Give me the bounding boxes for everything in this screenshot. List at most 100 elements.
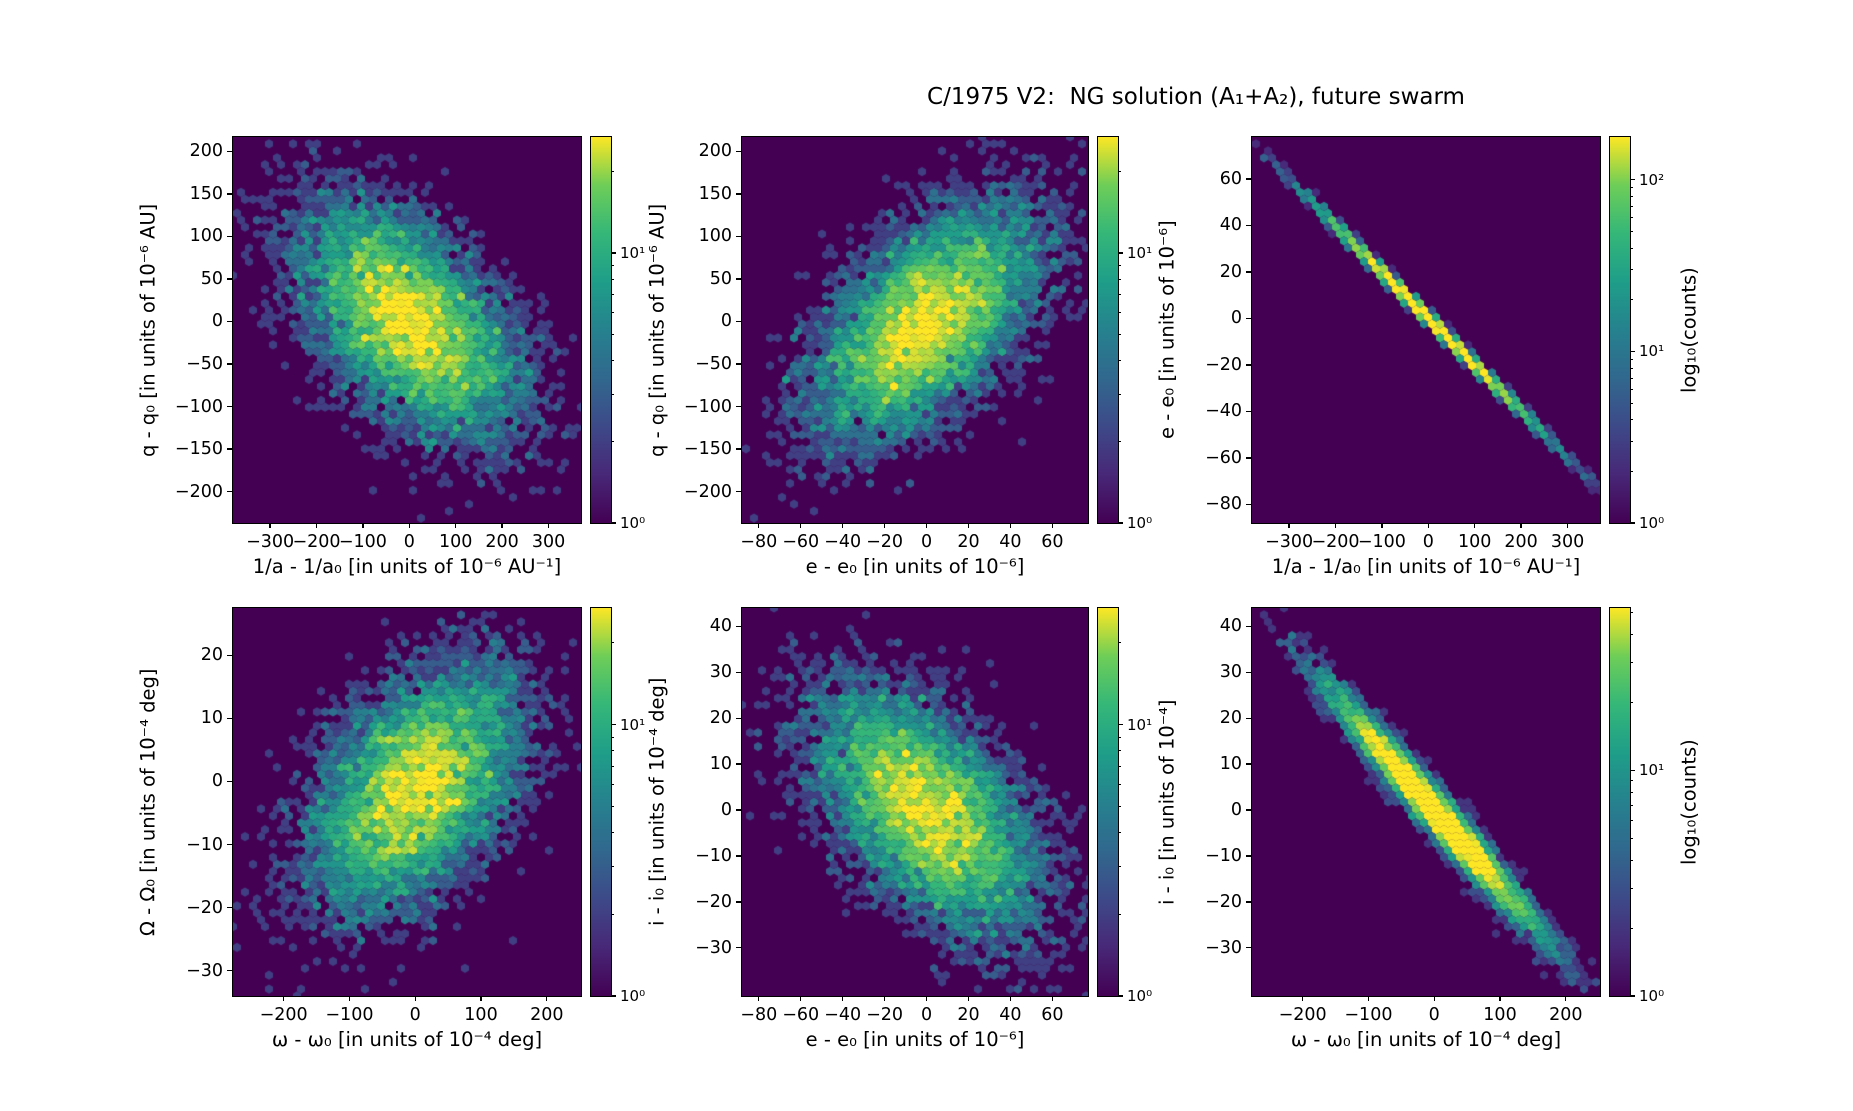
x-axis-label: ω - ω₀ [in units of 10⁻⁴ deg]: [271, 1028, 543, 1051]
y-tick-label: 0: [720, 800, 732, 821]
y-tick-label: −40: [1205, 401, 1242, 422]
y-tick-label: 20: [709, 708, 732, 729]
colorbar-minor-tick: [1630, 440, 1633, 442]
colorbar-minor-tick: [611, 441, 614, 443]
y-tick-label: 100: [698, 226, 732, 247]
y-tick: [226, 717, 232, 720]
x-tick-label: 100: [1483, 1005, 1517, 1025]
colorbar-minor-tick: [1118, 866, 1121, 868]
colorbar-tick: [611, 522, 616, 524]
colorbar-minor-tick: [1630, 634, 1633, 636]
x-tick-label: −20: [866, 1005, 904, 1025]
colorbar-minor-tick: [1630, 402, 1633, 404]
y-tick: [735, 193, 741, 195]
y-tick: [735, 625, 741, 628]
x-tick-label: 200: [485, 532, 519, 552]
x-tick-label: 300: [531, 532, 566, 552]
plot-area: [1250, 606, 1601, 997]
plot-area: [231, 606, 582, 997]
y-tick-label: −60: [1205, 447, 1242, 468]
colorbar-tick: [1630, 179, 1635, 181]
colorbar-minor-tick: [1630, 269, 1633, 271]
y-tick: [735, 490, 741, 493]
colorbar-minor-tick: [611, 278, 614, 280]
x-tick-label: −60: [782, 1005, 820, 1025]
x-tick-label: −200: [292, 532, 341, 552]
colorbar-minor-tick: [1630, 231, 1633, 233]
colorbar-minor-tick: [1630, 859, 1633, 861]
colorbar-tick: [1630, 522, 1635, 524]
x-tick: [1520, 523, 1522, 528]
colorbar-minor-tick: [1118, 264, 1121, 266]
x-tick: [282, 996, 285, 1001]
colorbar-tick-label: 10⁰: [1639, 987, 1665, 1005]
y-tick-label: −100: [683, 396, 732, 417]
colorbar-minor-tick: [1118, 766, 1121, 768]
x-tick-label: 300: [1550, 532, 1585, 552]
x-tick: [925, 523, 928, 528]
colorbar-canvas: [590, 607, 611, 996]
y-tick-label: 200: [698, 141, 732, 162]
x-tick: [1427, 523, 1429, 528]
x-tick: [1566, 523, 1569, 528]
colorbar-minor-tick: [1118, 784, 1121, 786]
x-tick-label: 200: [1504, 532, 1538, 552]
x-tick-label: 0: [1422, 532, 1434, 552]
colorbar-minor-tick: [611, 312, 614, 314]
x-tick-label: 0: [920, 532, 933, 552]
colorbar-minor-tick: [1630, 702, 1633, 703]
colorbar-minor-tick: [1630, 247, 1633, 249]
y-tick-label: −20: [186, 897, 223, 918]
colorbar-minor-tick: [1630, 205, 1633, 207]
y-tick: [226, 235, 232, 238]
x-tick-label: −100: [1344, 1005, 1393, 1025]
colorbar-tick-label: 10¹: [620, 715, 646, 734]
y-tick-label: −10: [1205, 845, 1242, 866]
y-tick-label: −200: [174, 481, 223, 502]
x-tick-label: −300: [246, 532, 295, 552]
x-tick-label: −200: [259, 1005, 308, 1025]
x-tick-label: −200: [1311, 532, 1360, 552]
colorbar-minor-tick: [611, 736, 614, 738]
y-tick: [735, 809, 741, 811]
x-tick-label: −100: [338, 532, 387, 552]
y-tick-label: 50: [709, 268, 732, 289]
colorbar-canvas: [1097, 136, 1118, 523]
hexbin-canvas: [1251, 607, 1600, 996]
colorbar-minor-tick: [1118, 278, 1121, 280]
colorbar: [589, 135, 612, 524]
y-tick: [1245, 901, 1251, 903]
x-tick: [1288, 523, 1290, 528]
y-tick-label: 0: [211, 771, 223, 792]
colorbar: [589, 606, 612, 997]
y-tick-label: 150: [189, 183, 223, 204]
y-tick: [735, 901, 741, 903]
y-tick-label: 10: [1219, 754, 1242, 775]
x-tick: [455, 523, 457, 528]
colorbar-minor-tick: [1630, 612, 1633, 614]
x-tick: [758, 523, 760, 528]
colorbar-tick: [1118, 724, 1123, 726]
y-tick-label: 200: [189, 141, 223, 162]
colorbar-tick-label: 10⁰: [1127, 514, 1153, 532]
colorbar-tick-label: 10⁰: [1639, 514, 1665, 532]
colorbar-minor-tick: [611, 359, 614, 361]
x-tick-label: −100: [1357, 532, 1406, 552]
colorbar-tick-label: 10¹: [1127, 715, 1153, 734]
x-tick-label: 60: [1041, 532, 1064, 552]
y-tick: [1245, 178, 1251, 180]
y-tick-label: 20: [1219, 708, 1242, 729]
colorbar-tick-label: 10⁰: [1127, 987, 1153, 1005]
colorbar-minor-tick: [611, 642, 614, 644]
colorbar-minor-tick: [1118, 171, 1121, 173]
x-tick: [362, 523, 364, 528]
colorbar-tick: [1630, 995, 1635, 997]
y-tick: [226, 278, 232, 280]
x-tick: [800, 523, 802, 528]
x-tick: [967, 996, 970, 1001]
colorbar-minor-tick: [1118, 913, 1121, 915]
y-tick-label: 30: [709, 662, 732, 683]
x-tick: [841, 523, 844, 528]
